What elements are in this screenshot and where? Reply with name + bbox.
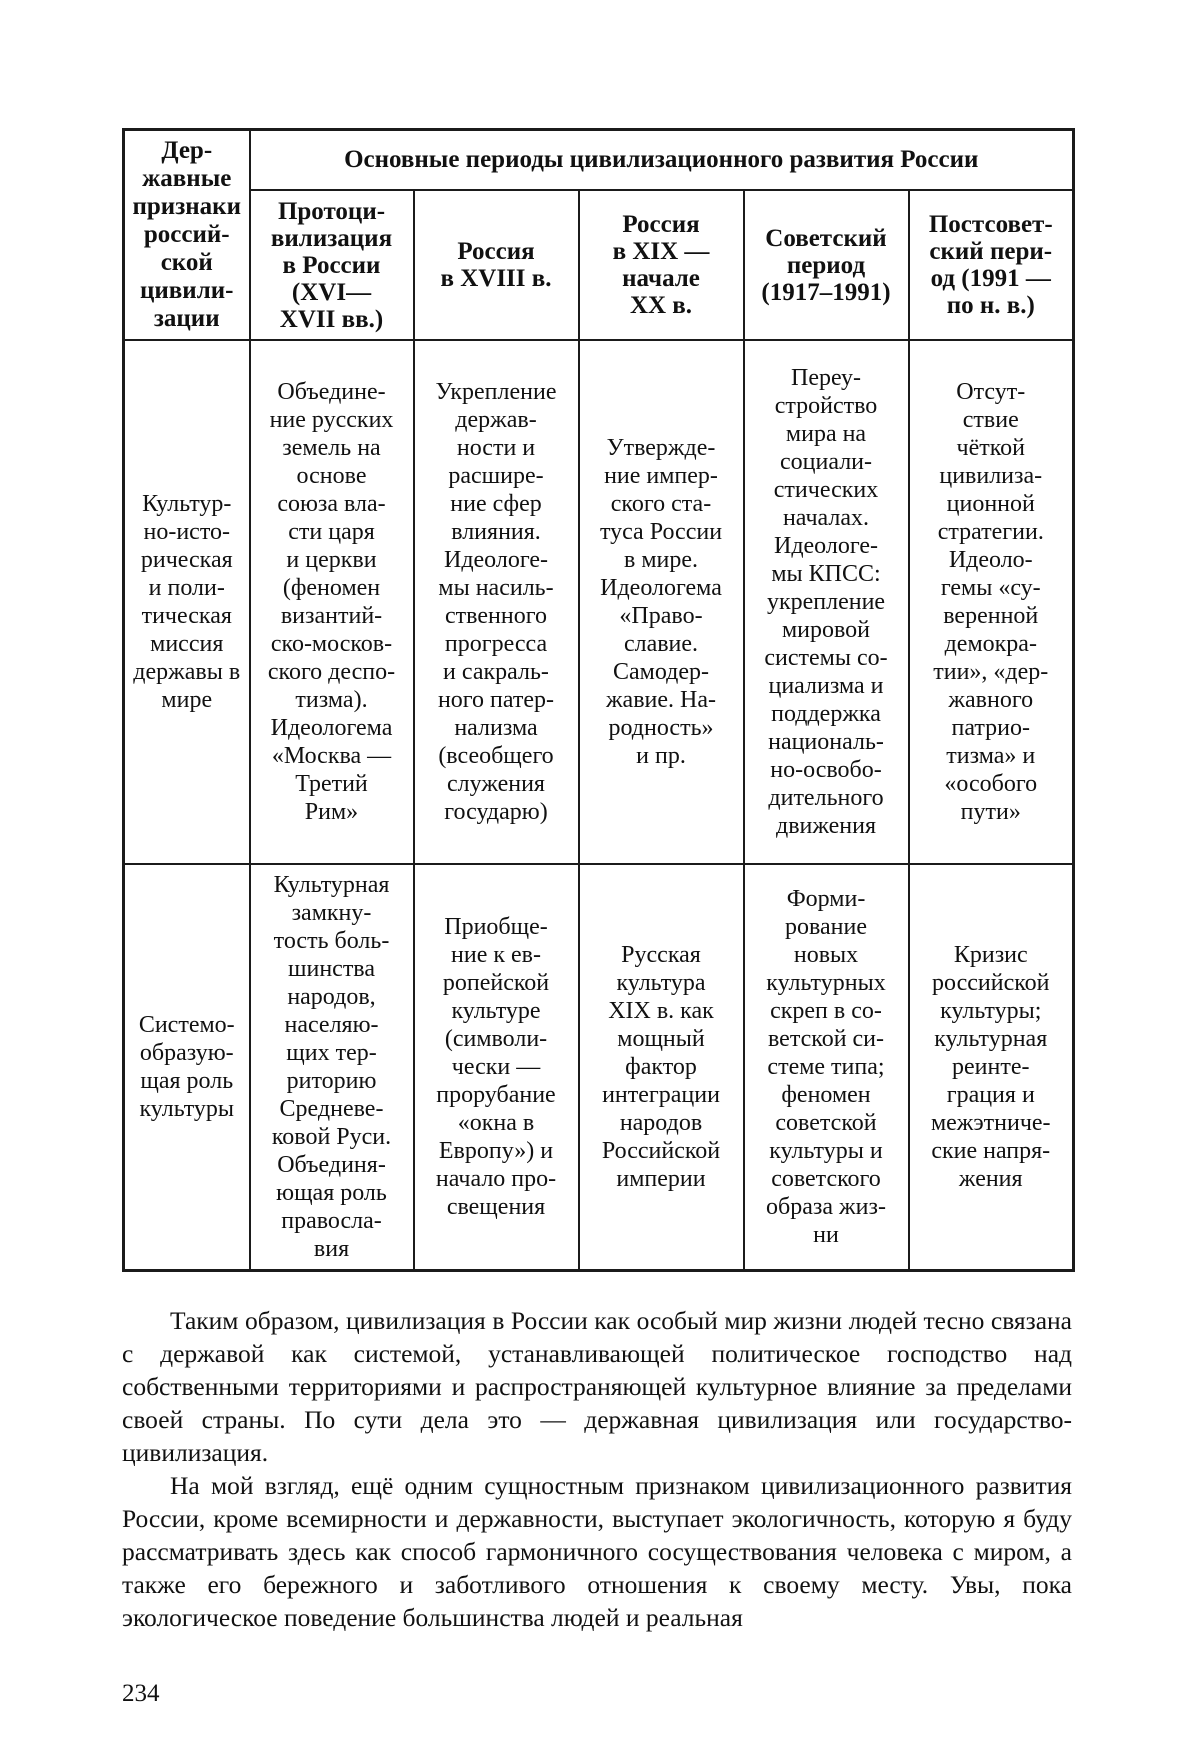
- paragraph: Таким образом, цивилизация в России как …: [122, 1306, 1072, 1467]
- table-header-row-top: Дер- жавные признаки россий- ской цивили…: [122, 128, 1075, 341]
- column-header-protocivilization: Протоци- вилизация в России (XVI— XVII в…: [248, 189, 415, 341]
- table-cell: Приобще- ние к ев- ропейской культуре (с…: [412, 863, 580, 1272]
- row-label-culture-role: Системо- образую- щая роль культуры: [122, 863, 251, 1272]
- table-cell: Форми- рование новых культурных скреп в …: [742, 863, 910, 1272]
- table-header-row-periods: Протоци- вилизация в России (XVI— XVII в…: [124, 189, 1075, 341]
- table-corner-header: Дер- жавные признаки россий- ской цивили…: [122, 128, 251, 341]
- column-header-post-soviet: Постсовет- ский пери- од (1991 — по н. в…: [907, 189, 1075, 341]
- table-cell: Русская культура XIX в. как мощный факто…: [577, 863, 745, 1272]
- table-cell: Отсут- ствие чёткой цивилиза- ционной ст…: [907, 339, 1075, 865]
- table-row: Системо- образую- щая роль культуры Куль…: [122, 863, 1075, 1272]
- page-number: 234: [122, 1680, 160, 1707]
- table-cell: Объедине- ние русских земель на основе с…: [248, 339, 415, 865]
- body-text: Таким образом, цивилизация в России как …: [122, 1304, 1072, 1634]
- table-cell: Культурная замкну- тость боль- шинства н…: [248, 863, 415, 1272]
- table-row: Культур- но-исто- рическая и поли- тичес…: [122, 339, 1075, 865]
- table-cell: Переу- стройство мира на социали- стичес…: [742, 339, 910, 865]
- table-cell: Кризис российской культуры; культурная р…: [907, 863, 1075, 1272]
- civilization-periods-table: Дер- жавные признаки россий- ской цивили…: [122, 128, 1076, 1272]
- column-header-19th-20th-century: Россия в XIX — начале XX в.: [577, 189, 745, 341]
- table-top-header: Основные периоды цивилизационного развит…: [248, 128, 1075, 192]
- column-header-soviet-period: Советский период (1917–1991): [742, 189, 910, 341]
- paragraph: На мой взгляд, ещё одним сущностным приз…: [122, 1471, 1072, 1632]
- page-content: Дер- жавные признаки россий- ской цивили…: [122, 128, 1076, 1634]
- column-header-18th-century: Россия в XVIII в.: [412, 189, 580, 341]
- table-cell: Утвержде- ние импер- ского ста- туса Рос…: [577, 339, 745, 865]
- row-label-mission: Культур- но-исто- рическая и поли- тичес…: [122, 339, 251, 865]
- table-cell: Укрепление держав- ности и расшире- ние …: [412, 339, 580, 865]
